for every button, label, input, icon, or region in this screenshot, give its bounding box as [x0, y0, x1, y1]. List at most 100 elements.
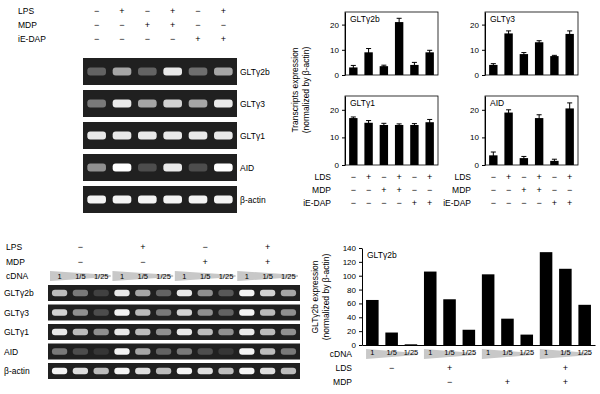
plot-frame: [485, 12, 578, 75]
bar: [385, 333, 398, 345]
gel-band: [52, 290, 67, 296]
bar: [380, 125, 388, 165]
condition-label: LDS: [314, 172, 331, 182]
condition-sign: +: [447, 363, 452, 373]
gel-band: [260, 329, 275, 335]
gel-band: [114, 348, 129, 354]
gel-band: [163, 164, 182, 172]
tick-mark: [342, 110, 345, 111]
gel-row-background: [83, 122, 237, 149]
gel-row-background: [48, 344, 300, 360]
axis-line: [363, 345, 596, 346]
tick: 1: [544, 348, 548, 357]
gel-band: [94, 368, 109, 374]
bar: [405, 344, 418, 345]
error-bar: [366, 49, 371, 57]
condition-sign: +: [505, 377, 510, 387]
condition-sign: +: [427, 172, 432, 182]
bar-chart: 01020LDS−+−+−+MDP−−++−−iE-DAP−−−−++AID: [443, 96, 578, 208]
error-bar: [567, 103, 572, 114]
dilution-wedge: [175, 271, 236, 281]
gel-band: [135, 348, 150, 354]
tick: 1/25: [577, 348, 592, 357]
tick-label: 10: [470, 133, 479, 142]
bar: [520, 335, 533, 345]
bar: [550, 56, 558, 75]
condition-sign: −: [195, 6, 200, 16]
gel-band: [156, 348, 171, 354]
condition-sign: −: [221, 20, 226, 30]
condition-sign: −: [491, 198, 496, 208]
gel-band: [87, 100, 106, 108]
chart-title: AID: [490, 98, 504, 108]
gel-band: [87, 196, 106, 204]
condition-sign: −: [397, 198, 402, 208]
error-bar: [552, 55, 557, 57]
tick-label: 1: [370, 348, 374, 357]
error-bar: [521, 156, 526, 159]
gel-band: [87, 132, 106, 140]
gel-band: [281, 329, 296, 335]
plot-area: [489, 31, 574, 75]
gel-band: [113, 100, 132, 108]
condition-sign: −: [389, 363, 394, 373]
gel-band: [260, 368, 275, 374]
tick: 1/5: [560, 348, 570, 357]
plot-area: [349, 18, 434, 75]
gel-band: [163, 68, 182, 76]
tick-mark: [482, 165, 485, 166]
error-bar: [567, 31, 572, 37]
tick-label: 20: [470, 21, 479, 30]
error-bar: [351, 117, 356, 119]
condition-sign: −: [94, 6, 99, 16]
condition-sign: +: [552, 198, 557, 208]
gel-band: [73, 309, 88, 315]
condition-sign: −: [412, 185, 417, 195]
x-axis: 11/51/2511/51/2511/51/2511/51/25: [363, 346, 596, 358]
condition-sign: +: [563, 377, 568, 387]
plot-area: [366, 252, 591, 345]
tick: 120: [343, 258, 362, 267]
tick-label: 0: [475, 161, 480, 170]
gel-band: [114, 309, 129, 315]
gel-band: [239, 368, 254, 374]
gel-band: [73, 329, 88, 335]
tick-label: 1/5: [444, 348, 454, 357]
dilution-wedge: [112, 271, 173, 281]
error-bar: [412, 62, 417, 67]
condition-sign: −: [491, 185, 496, 195]
condition-sign: +: [567, 198, 572, 208]
condition-sign: −: [567, 185, 572, 195]
error-bar: [397, 18, 402, 26]
gel-band: [281, 348, 296, 354]
gel-band: [135, 290, 150, 296]
condition-label: iE-DAP: [443, 198, 471, 208]
gel-band: [260, 348, 275, 354]
gel-band: [52, 329, 67, 335]
dilution-wedge: [237, 271, 298, 281]
lane-label: 1/5: [138, 272, 148, 281]
tick-label: 100: [343, 272, 357, 281]
condition-sign: −: [94, 34, 99, 44]
condition-sign: +: [506, 172, 511, 182]
gel-row-background: [48, 324, 300, 340]
condition-sign: +: [537, 172, 542, 182]
bar: [565, 34, 573, 75]
tick: 10: [330, 133, 345, 142]
gel-row-background: [83, 58, 237, 85]
bar: [425, 122, 433, 165]
tick-mark: [359, 317, 362, 318]
tick-mark: [359, 262, 362, 263]
tick: 20: [470, 21, 485, 30]
condition-sign: −: [381, 198, 386, 208]
tick-label: 1: [428, 348, 432, 357]
condition-sign: −: [366, 198, 371, 208]
dilution-wedge: [50, 271, 111, 281]
plot-area: [489, 103, 574, 165]
gel-band: [198, 329, 213, 335]
condition-sign: +: [145, 20, 150, 30]
condition-sign: +: [537, 185, 542, 195]
plot-frame: [485, 96, 578, 165]
condition-sign: −: [203, 242, 208, 252]
condition-sign: −: [140, 257, 145, 267]
